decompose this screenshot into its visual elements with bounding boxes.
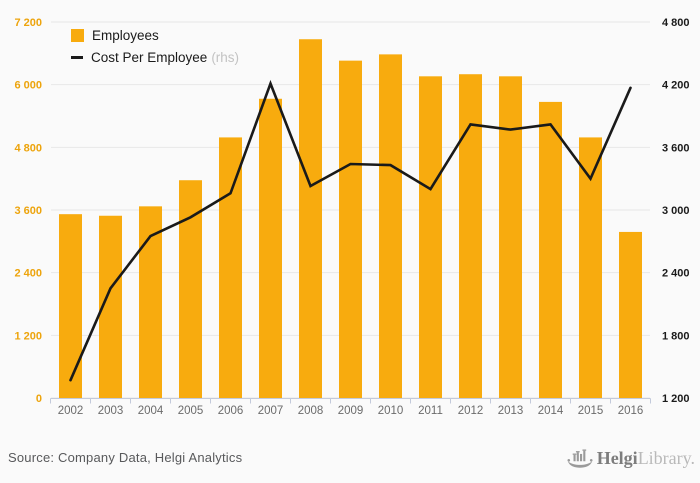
bar-2006	[219, 137, 242, 398]
legend-employees-label: Employees	[92, 27, 159, 43]
left-axis-label: 6 000	[14, 80, 42, 92]
bar-2011	[419, 76, 442, 399]
legend-rhs-suffix: (rhs)	[211, 49, 240, 65]
bar-2013	[499, 76, 522, 399]
left-axis-label: 4 800	[14, 142, 42, 154]
bar-2002	[59, 214, 82, 398]
bar-2014	[539, 101, 562, 399]
right-axis-label: 1 200	[662, 393, 690, 405]
chart-legend: Employees Cost Per Employee (rhs)	[71, 27, 239, 65]
year-label-2009: 2009	[338, 405, 364, 417]
employees-swatch-icon	[71, 28, 84, 42]
year-label-2013: 2013	[498, 405, 524, 417]
left-axis-label: 1 200	[14, 330, 42, 342]
bar-2007	[259, 98, 282, 399]
bar-2009	[339, 60, 362, 399]
right-axis-label: 4 200	[662, 80, 690, 92]
right-axis-label: 4 800	[662, 17, 690, 29]
left-axis-label: 7 200	[14, 17, 42, 29]
cost-per-employee-line	[69, 79, 632, 382]
left-axis-label: 0	[36, 393, 42, 405]
helgi-library-logo: HelgiLibrary.	[567, 446, 695, 470]
year-label-2007: 2007	[258, 405, 284, 417]
employees-cost-chart: 7 200 6 000 4 800 3 600 2 400 1 200 0 4 800 4 20…	[14, 17, 690, 417]
year-label-2004: 2004	[138, 405, 164, 417]
legend-item-employees: Employees	[71, 27, 239, 43]
cost-line-swatch-icon	[71, 55, 83, 59]
source-text: Source: Company Data, Helgi Analytics	[8, 450, 243, 465]
legend-item-cost: Cost Per Employee (rhs)	[71, 49, 239, 65]
logo-helgi: Helgi	[596, 447, 638, 468]
right-axis-label: 3 600	[662, 142, 690, 154]
year-label-2015: 2015	[578, 405, 604, 417]
legend-cost-label: Cost Per Employee (rhs)	[91, 49, 240, 65]
bar-2010	[379, 54, 402, 398]
bar-2016	[619, 231, 642, 398]
year-label-2014: 2014	[538, 405, 564, 417]
bar-2015	[579, 137, 602, 398]
year-label-2003: 2003	[98, 405, 124, 417]
logo-text: HelgiLibrary.	[597, 448, 695, 469]
bar-2003	[99, 215, 122, 398]
ship-icon	[567, 449, 593, 468]
year-label-2010: 2010	[378, 405, 404, 417]
right-axis-label: 3 000	[662, 205, 690, 217]
bar-2004	[139, 206, 162, 398]
bar-2012	[459, 74, 482, 398]
logo-library: Library.	[637, 447, 695, 468]
right-axis-label: 1 800	[662, 330, 690, 342]
year-label-2005: 2005	[178, 405, 204, 417]
year-label-2012: 2012	[458, 405, 484, 417]
year-label-2002: 2002	[58, 405, 84, 417]
right-axis-label: 2 400	[662, 268, 690, 280]
bar-2005	[179, 180, 202, 398]
year-label-2011: 2011	[418, 405, 443, 417]
bar-2008	[299, 39, 322, 398]
left-axis-label: 2 400	[14, 268, 42, 280]
year-label-2016: 2016	[618, 405, 644, 417]
year-label-2008: 2008	[298, 405, 324, 417]
year-label-2006: 2006	[218, 405, 244, 417]
left-axis-label: 3 600	[14, 205, 42, 217]
